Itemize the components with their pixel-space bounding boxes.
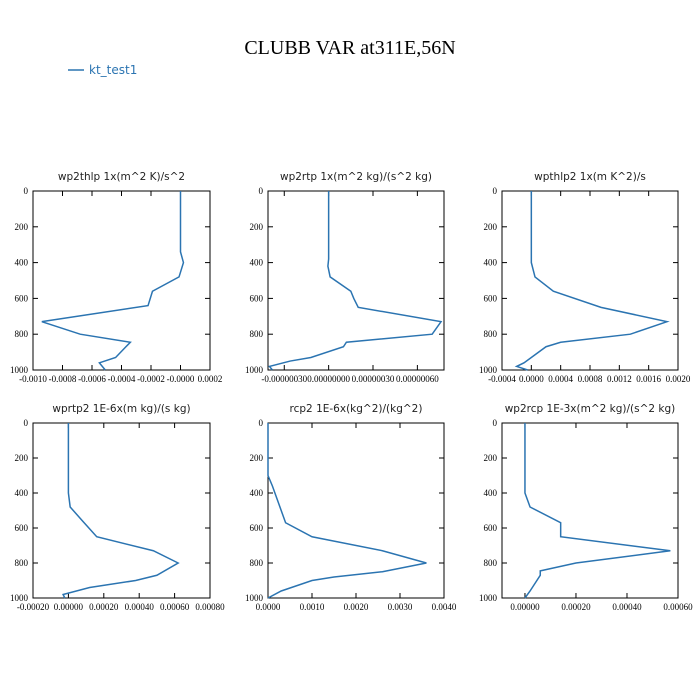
x-tick-label: 0.0000 (519, 374, 544, 384)
y-tick-label: 600 (250, 523, 264, 533)
profile-line (514, 191, 670, 371)
y-tick-label: 1000 (245, 365, 264, 375)
y-tick-label: 1000 (479, 365, 498, 375)
y-tick-label: 0 (259, 418, 264, 428)
y-tick-label: 1000 (479, 593, 498, 603)
profile-line (41, 191, 185, 371)
plot-frame (32, 422, 211, 599)
y-tick-label: 0 (259, 186, 264, 196)
plot-frame (501, 422, 679, 599)
x-tick-label: -0.0010 (19, 374, 47, 384)
panel-title: wp2thlp 1x(m^2 K)/s^2 (58, 171, 185, 183)
profile-line (62, 423, 180, 599)
y-tick-label: 600 (484, 293, 498, 303)
x-tick-label: -0.0006 (78, 374, 106, 384)
x-tick-label: -0.00000030 (261, 374, 307, 384)
x-tick-label: 0.0020 (666, 374, 691, 384)
x-tick-label: 0.0040 (432, 602, 457, 612)
y-tick-label: 200 (250, 222, 264, 232)
legend-label: kt_test1 (89, 63, 137, 77)
x-tick-label: 0.0016 (636, 374, 661, 384)
x-tick-label: 0.00040 (612, 602, 642, 612)
y-tick-label: 0 (24, 418, 29, 428)
figure-title: CLUBB VAR at311E,56N (244, 37, 455, 59)
profile-line (268, 191, 443, 371)
panel-title: wpthlp2 1x(m K^2)/s (534, 171, 646, 183)
y-tick-label: 200 (250, 453, 264, 463)
y-tick-label: 400 (250, 488, 264, 498)
y-tick-label: 800 (484, 329, 498, 339)
y-tick-label: 400 (484, 488, 498, 498)
panel-title: wp2rcp 1E-3x(m^2 kg)/(s^2 kg) (505, 403, 676, 415)
panel-title: rcp2 1E-6x(kg^2)/(kg^2) (290, 403, 423, 415)
x-tick-label: -0.0008 (49, 374, 77, 384)
x-tick-label: -0.00020 (17, 602, 50, 612)
x-tick-label: 0.0030 (388, 602, 413, 612)
x-tick-label: 0.0002 (198, 374, 223, 384)
x-tick-label: 0.00000060 (396, 374, 439, 384)
panel-title: wprtp2 1E-6x(m kg)/(s kg) (52, 403, 190, 415)
x-tick-label: 0.00000030 (352, 374, 395, 384)
y-tick-label: 200 (484, 222, 498, 232)
y-tick-label: 1000 (10, 593, 29, 603)
y-tick-label: 1000 (10, 365, 29, 375)
x-tick-label: 0.00000 (54, 602, 84, 612)
plot-frame (267, 422, 445, 599)
plot-frame (267, 190, 445, 371)
y-tick-label: 800 (15, 329, 29, 339)
y-tick-label: 600 (250, 293, 264, 303)
y-tick-label: 1000 (245, 593, 264, 603)
x-tick-label: -0.0002 (137, 374, 165, 384)
x-tick-label: -0.0004 (108, 374, 136, 384)
x-tick-label: 0.0020 (344, 602, 369, 612)
y-tick-label: 200 (484, 453, 498, 463)
y-tick-label: 800 (250, 329, 264, 339)
plot-frame (501, 190, 679, 371)
x-tick-label: 0.0004 (548, 374, 573, 384)
x-tick-label: 0.00080 (195, 602, 225, 612)
x-tick-label: 0.0010 (300, 602, 325, 612)
y-tick-label: 0 (493, 186, 498, 196)
x-tick-label: 0.00020 (561, 602, 591, 612)
y-tick-label: 800 (484, 558, 498, 568)
x-tick-label: 0.00000000 (307, 374, 350, 384)
x-tick-label: -0.0000 (167, 374, 195, 384)
y-tick-label: 400 (15, 258, 29, 268)
profile-line (267, 423, 427, 599)
x-tick-label: 0.0008 (578, 374, 603, 384)
y-tick-label: 800 (15, 558, 29, 568)
y-tick-label: 800 (250, 558, 264, 568)
x-tick-label: 0.00020 (89, 602, 119, 612)
y-tick-label: 0 (24, 186, 29, 196)
x-tick-label: 0.00060 (663, 602, 693, 612)
profile-line (524, 423, 671, 599)
y-tick-label: 400 (250, 258, 264, 268)
x-tick-label: 0.00040 (125, 602, 155, 612)
y-tick-label: 600 (15, 293, 29, 303)
y-tick-label: 400 (15, 488, 29, 498)
x-tick-label: 0.0012 (607, 374, 632, 384)
x-tick-label: -0.0004 (488, 374, 516, 384)
x-tick-label: 0.00060 (160, 602, 190, 612)
panel-title: wp2rtp 1x(m^2 kg)/(s^2 kg) (280, 171, 432, 183)
x-tick-label: 0.00000 (510, 602, 540, 612)
y-tick-label: 600 (484, 523, 498, 533)
y-tick-label: 400 (484, 258, 498, 268)
y-tick-label: 600 (15, 523, 29, 533)
x-tick-label: 0.0000 (256, 602, 281, 612)
y-tick-label: 200 (15, 222, 29, 232)
y-tick-label: 200 (15, 453, 29, 463)
y-tick-label: 0 (493, 418, 498, 428)
plot-frame (32, 190, 211, 371)
